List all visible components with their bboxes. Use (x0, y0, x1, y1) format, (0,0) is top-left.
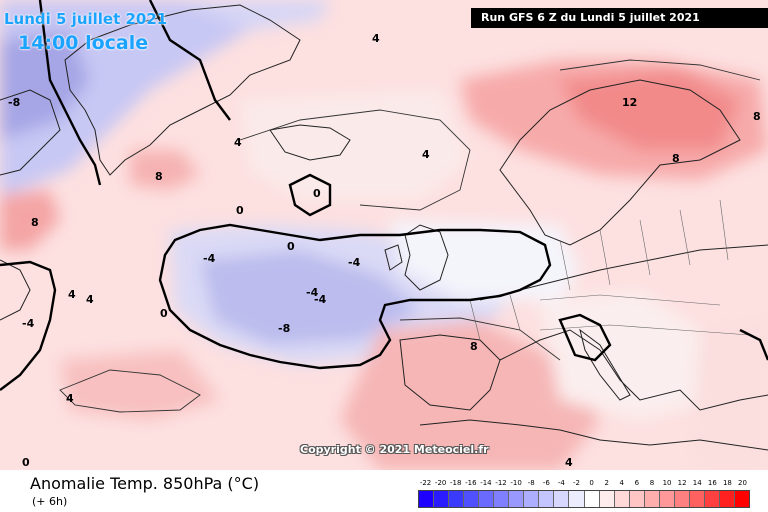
coastlines (0, 4, 768, 451)
legend-value: 0 (589, 479, 594, 487)
forecast-offset: (+ 6h) (32, 495, 68, 508)
legend-value: -12 (495, 479, 507, 487)
legend-swatch (659, 491, 675, 507)
legend-swatch (569, 491, 585, 507)
legend-swatch (479, 491, 495, 507)
forecast-date: Lundi 5 juillet 2021 (4, 10, 168, 28)
legend-value: -16 (465, 479, 477, 487)
copyright: Copyright © 2021 Meteociel.fr (300, 443, 489, 456)
legend-value: -14 (480, 479, 492, 487)
map-label: -4 (314, 293, 327, 306)
legend-swatch (689, 491, 705, 507)
footer: Anomalie Temp. 850hPa (°C) (+ 6h) -22 -20… (0, 470, 768, 512)
legend-value: 12 (677, 479, 687, 487)
map-label: -8 (8, 96, 20, 109)
map-label: -8 (278, 322, 290, 335)
four-degree-contours (59, 59, 761, 413)
variable-title: Anomalie Temp. 850hPa (°C) (30, 474, 260, 493)
legend-swatch (644, 491, 660, 507)
forecast-time: 14:00 locale (18, 32, 149, 54)
map-label: -4 (203, 252, 216, 265)
map-label: 8 (31, 216, 39, 229)
map-label: 0 (160, 307, 168, 320)
map-label: 4 (234, 136, 242, 149)
legend-swatch (599, 491, 615, 507)
legend-value: -22 (419, 479, 432, 487)
map-label: 4 (422, 148, 430, 161)
map-label: 8 (753, 110, 761, 123)
legend-value: -6 (542, 479, 550, 487)
map-label: 4 (68, 288, 76, 301)
legend-value: 16 (707, 479, 717, 487)
legend-swatch (434, 491, 450, 507)
map-label: 4 (372, 32, 380, 45)
map-label: 8 (470, 340, 478, 353)
map-label: 4 (86, 293, 94, 306)
legend-swatch (674, 491, 690, 507)
legend-value: 8 (649, 479, 655, 487)
legend-swatch (584, 491, 600, 507)
map-label: 0 (287, 240, 295, 253)
legend-swatch (554, 491, 570, 507)
legend-swatch (419, 491, 435, 507)
legend-swatch (494, 491, 510, 507)
legend-value: 10 (662, 479, 672, 487)
legend-value: -2 (572, 479, 580, 487)
legend-swatch (464, 491, 480, 507)
map-label: 8 (672, 152, 680, 165)
map-label: 0 (313, 187, 321, 200)
map-label: 8 (155, 170, 163, 183)
country-borders (469, 199, 751, 341)
legend-swatch (449, 491, 465, 507)
map-label: -4 (22, 317, 35, 330)
map-label: -4 (348, 256, 361, 269)
legend-value: 18 (722, 479, 732, 487)
legend-value: 6 (634, 479, 640, 487)
legend-swatch (539, 491, 555, 507)
legend-swatch (704, 491, 720, 507)
legend-labels: -22 -20 -18 -16 -14 -12 -10 -8 -6 -4 -2 0 2 4 6 8 10 12 14… (418, 479, 750, 490)
legend-swatch (524, 491, 540, 507)
run-info: Run GFS 6 Z du Lundi 5 juillet 2021 (471, 8, 768, 28)
legend-swatch (614, 491, 630, 507)
map-label: 0 (22, 456, 30, 469)
legend-swatch (629, 491, 645, 507)
map-label: 4 (565, 456, 573, 469)
contour-labels: -4 -8 -8 -4 -4 -4 -4 0 0 0 0 0 4 4 4 4 4… (8, 32, 761, 469)
legend-value: -8 (527, 479, 535, 487)
map-label: 0 (236, 204, 244, 217)
map-svg: -4 -8 -8 -4 -4 -4 -4 0 0 0 0 0 4 4 4 4 4… (0, 0, 768, 470)
zero-contours (0, 0, 768, 391)
legend-value: 4 (619, 479, 624, 487)
legend-value: -18 (450, 479, 462, 487)
legend-value: 14 (692, 479, 702, 487)
map-label: 12 (622, 96, 637, 109)
map-label: 4 (66, 392, 74, 405)
legend-swatch (509, 491, 525, 507)
legend-value: -10 (510, 479, 522, 487)
legend-value: -4 (557, 479, 565, 487)
map-label: -4 (306, 286, 319, 299)
legend-swatch (719, 491, 735, 507)
legend-value: 20 (738, 479, 747, 487)
legend-bar (418, 490, 750, 508)
color-legend: -22 -20 -18 -16 -14 -12 -10 -8 -6 -4 -2 0 2 4 6 8 10 12 14… (418, 479, 750, 508)
anomaly-map: -4 -8 -8 -4 -4 -4 -4 0 0 0 0 0 4 4 4 4 4… (0, 0, 768, 470)
legend-swatch (734, 491, 750, 507)
legend-value: 2 (604, 479, 609, 487)
legend-value: -20 (434, 479, 447, 487)
